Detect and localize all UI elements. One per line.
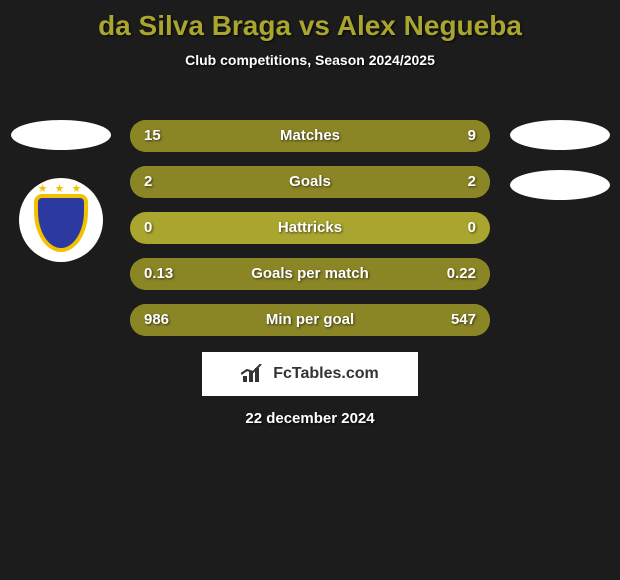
bar-label: Goals bbox=[130, 166, 490, 198]
page-title: da Silva Braga vs Alex Negueba bbox=[0, 0, 620, 42]
stat-bar: 986 Min per goal 547 bbox=[130, 304, 490, 336]
stat-bar: 2 Goals 2 bbox=[130, 166, 490, 198]
watermark: FcTables.com bbox=[202, 352, 418, 396]
right-player-column bbox=[507, 120, 612, 200]
left-player-placeholder bbox=[11, 120, 111, 150]
club-shield-icon bbox=[34, 194, 88, 252]
stat-bar: 0.13 Goals per match 0.22 bbox=[130, 258, 490, 290]
left-player-column: ★ ★ ★ bbox=[8, 120, 113, 262]
bar-value-right: 2 bbox=[468, 166, 476, 198]
right-player-placeholder-1 bbox=[510, 120, 610, 150]
bar-label: Goals per match bbox=[130, 258, 490, 290]
bar-value-right: 9 bbox=[468, 120, 476, 152]
bar-label: Min per goal bbox=[130, 304, 490, 336]
bar-label: Matches bbox=[130, 120, 490, 152]
stat-bar: 15 Matches 9 bbox=[130, 120, 490, 152]
bar-value-right: 547 bbox=[451, 304, 476, 336]
bar-label: Hattricks bbox=[130, 212, 490, 244]
left-club-logo: ★ ★ ★ bbox=[19, 178, 103, 262]
bar-chart-icon bbox=[241, 364, 267, 384]
subtitle: Club competitions, Season 2024/2025 bbox=[0, 52, 620, 68]
right-player-placeholder-2 bbox=[510, 170, 610, 200]
stats-bars: 15 Matches 9 2 Goals 2 0 Hattricks 0 0.1… bbox=[130, 120, 490, 336]
watermark-text: FcTables.com bbox=[273, 365, 379, 383]
bar-value-right: 0 bbox=[468, 212, 476, 244]
stat-bar: 0 Hattricks 0 bbox=[130, 212, 490, 244]
date-text: 22 december 2024 bbox=[0, 410, 620, 427]
bar-value-right: 0.22 bbox=[447, 258, 476, 290]
